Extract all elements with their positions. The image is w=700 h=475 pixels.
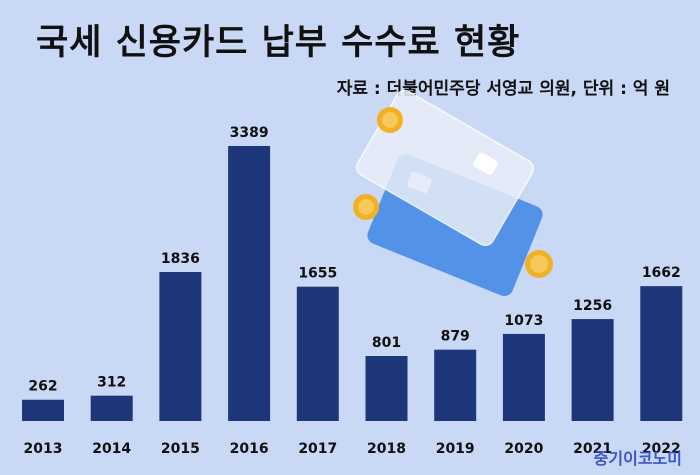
value-labels-group: 262 312 1836 3389 1655 801 879 1073 1256 1662 <box>28 125 680 395</box>
value-label-2019: 879 <box>441 329 470 345</box>
bar-2022 <box>640 286 683 421</box>
bar-2019 <box>434 349 477 421</box>
bar-2015 <box>159 272 202 421</box>
value-label-2013: 262 <box>28 379 57 395</box>
x-tick-2021: 2021 <box>573 441 612 457</box>
bar-2021 <box>571 319 614 421</box>
x-tick-2016: 2016 <box>230 441 269 457</box>
credit-card-illustration <box>353 89 553 297</box>
value-label-2015: 1836 <box>161 251 200 267</box>
value-label-2022: 1662 <box>642 265 681 281</box>
value-label-2021: 1256 <box>573 298 612 314</box>
x-tick-2020: 2020 <box>504 441 543 457</box>
bar-2013 <box>22 399 64 421</box>
value-label-2014: 312 <box>97 375 126 391</box>
bar-2016 <box>228 146 271 421</box>
value-label-2017: 1655 <box>298 266 337 282</box>
value-label-2018: 801 <box>372 335 401 351</box>
x-tick-2018: 2018 <box>367 441 406 457</box>
source-note: 자료 : 더불어민주당 서영교 의원, 단위 : 억 원 <box>336 79 670 99</box>
bar-2014 <box>90 395 133 421</box>
x-tick-2019: 2019 <box>436 441 475 457</box>
chart-title: 국세 신용카드 납부 수수료 현황 <box>36 23 521 63</box>
value-label-2016: 3389 <box>230 125 269 141</box>
x-tick-2022: 2022 <box>642 441 681 457</box>
x-axis-ticks: 2013 2014 2015 2016 2017 2018 2019 2020 2021 2022 <box>24 441 681 457</box>
x-tick-2014: 2014 <box>92 441 131 457</box>
value-label-2020: 1073 <box>504 313 543 329</box>
bar-2020 <box>502 333 545 421</box>
bars-group <box>22 146 683 421</box>
x-tick-2017: 2017 <box>298 441 337 457</box>
x-tick-2013: 2013 <box>24 441 63 457</box>
bar-2018 <box>365 356 408 421</box>
x-tick-2015: 2015 <box>161 441 200 457</box>
bar-2017 <box>296 286 339 421</box>
watermark-logo: 중기이코노미 <box>593 449 682 468</box>
